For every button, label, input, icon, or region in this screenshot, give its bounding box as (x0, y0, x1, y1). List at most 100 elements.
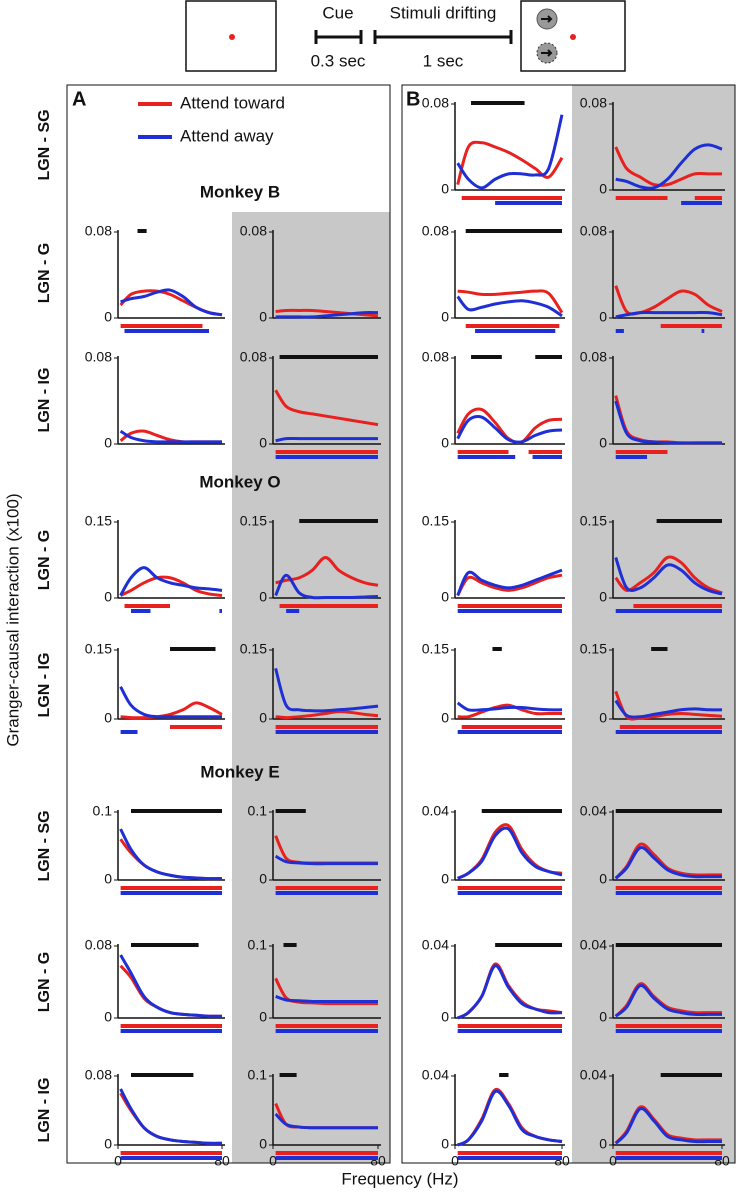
curve (615, 143, 723, 190)
curve (119, 828, 223, 881)
x-tick-label: 0 (451, 1153, 459, 1169)
row-label: LGN - IG (36, 653, 53, 718)
curve (614, 1107, 722, 1145)
y-tick-label: 0 (104, 589, 112, 605)
curve (456, 295, 563, 318)
row-label: LGN - SG (36, 109, 53, 180)
y-tick-label: 0 (599, 435, 607, 451)
curve (456, 415, 563, 444)
y-tick-label: 0.08 (240, 223, 267, 239)
y-tick-label: 0 (259, 589, 267, 605)
y-tick-label: 0 (599, 589, 607, 605)
y-axis-label: Granger-causal interaction (x100) (3, 493, 22, 746)
curve (119, 575, 223, 597)
x-tick-label: 80 (714, 1153, 730, 1169)
x-tick-label: 80 (554, 1153, 570, 1169)
group-title: Monkey B (200, 182, 280, 201)
curve (457, 289, 564, 314)
y-tick-label: 0.08 (580, 223, 607, 239)
curve (119, 964, 223, 1018)
row-label: LGN - G (36, 952, 53, 1012)
y-tick-label: 0.15 (580, 513, 607, 529)
y-tick-label: 0.08 (85, 349, 112, 365)
y-tick-label: 0.04 (422, 937, 449, 953)
stim-label: Stimuli drifting (390, 3, 497, 22)
curve (274, 667, 379, 713)
row-label: LGN - G (36, 243, 53, 303)
x-tick-label: 0 (609, 1153, 617, 1169)
fixation (570, 34, 576, 40)
curve (274, 854, 378, 866)
row-label: LGN - SG (36, 810, 53, 881)
curve (457, 1089, 563, 1147)
curve (614, 556, 723, 596)
y-tick-label: 0.08 (580, 349, 607, 365)
timeline (314, 30, 513, 44)
curve (615, 310, 723, 319)
y-tick-label: 0.04 (422, 803, 449, 819)
curve (275, 311, 379, 319)
cue-label: Cue (322, 3, 353, 22)
y-tick-label: 0 (441, 871, 449, 887)
stim-time: 1 sec (423, 51, 464, 70)
curve (275, 710, 379, 720)
y-tick-label: 0 (259, 710, 267, 726)
curve (119, 429, 222, 444)
curve (456, 573, 563, 597)
curve (119, 954, 223, 1018)
curve (119, 566, 223, 597)
y-tick-label: 0.15 (240, 641, 267, 657)
y-tick-label: 0.04 (580, 937, 607, 953)
curve (457, 703, 562, 719)
y-tick-label: 0.15 (580, 641, 607, 657)
curve (457, 826, 563, 880)
y-tick-label: 0 (441, 710, 449, 726)
curve (614, 146, 722, 187)
curve (120, 288, 223, 317)
curve (614, 984, 722, 1018)
panel-label: B (406, 88, 420, 110)
legend-label: Attend away (180, 126, 274, 145)
y-tick-label: 0 (104, 435, 112, 451)
y-tick-label: 0.04 (580, 803, 607, 819)
y-tick-label: 0.04 (580, 1067, 607, 1083)
y-tick-label: 0.1 (93, 803, 113, 819)
curve (457, 964, 563, 1020)
y-tick-label: 0 (441, 1136, 449, 1152)
panel-label: A (72, 88, 86, 110)
y-tick-label: 0 (441, 1009, 449, 1025)
y-tick-label: 0 (104, 871, 112, 887)
y-tick-label: 0.1 (248, 1067, 268, 1083)
y-tick-label: 0.15 (422, 641, 449, 657)
y-tick-label: 0 (259, 1009, 267, 1025)
y-tick-label: 0 (599, 309, 607, 325)
curve (274, 1112, 378, 1130)
y-tick-label: 0.08 (580, 95, 607, 111)
curve (456, 114, 564, 190)
group-title: Monkey O (199, 472, 280, 491)
row-label: LGN - IG (36, 368, 53, 433)
y-tick-label: 0.15 (85, 513, 112, 529)
y-tick-label: 0.1 (248, 803, 268, 819)
curve (614, 400, 722, 445)
curve (457, 1087, 563, 1147)
x-tick-label: 80 (214, 1153, 230, 1169)
curve (274, 573, 379, 600)
curve (614, 846, 722, 880)
y-tick-label: 0 (259, 435, 267, 451)
stim-box (520, 0, 626, 72)
y-tick-label: 0 (104, 309, 112, 325)
y-tick-label: 0 (599, 710, 607, 726)
y-tick-label: 0 (599, 871, 607, 887)
y-tick-label: 0.08 (85, 223, 112, 239)
curve (275, 994, 378, 1003)
y-tick-label: 0 (599, 1136, 607, 1152)
stim-box (185, 0, 277, 72)
y-tick-label: 0.04 (422, 1067, 449, 1083)
curve (456, 140, 564, 186)
y-tick-label: 0 (259, 1136, 267, 1152)
row-label: LGN - G (36, 530, 53, 590)
group-title: Monkey E (200, 762, 279, 781)
